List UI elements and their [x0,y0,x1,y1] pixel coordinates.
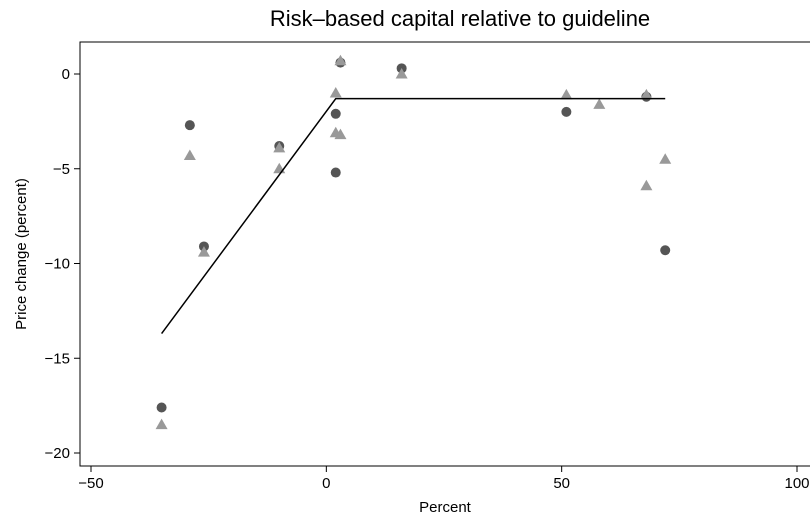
data-point-triangle [659,153,672,164]
y-tick-label: −15 [45,350,70,367]
data-point-triangle [334,54,347,66]
y-tick-label: −10 [45,256,70,273]
data-point-circle [660,245,671,256]
data-point-circle [561,106,572,117]
data-point-triangle [273,141,286,153]
data-point-triangle [395,68,408,79]
fit-line [160,97,666,335]
x-tick-label: 0 [322,475,330,492]
x-tick-label: 50 [553,475,570,492]
plot-frame [79,41,810,467]
data-point-circle [330,108,341,119]
chart-title: Risk–based capital relative to guideline [269,6,651,31]
data-point-triangle [155,418,168,430]
x-axis-label: Percent [419,499,472,516]
data-point-triangle [183,149,196,160]
data-point-circle [156,402,167,413]
data-point-triangle [334,128,347,140]
x-tick-label: −50 [78,475,103,492]
x-tick-label: 100 [784,475,809,492]
data-point-triangle [197,246,210,257]
y-tick-label: −5 [53,161,70,178]
data-point-circle [184,120,195,131]
y-tick-label: −20 [45,445,70,462]
data-point-triangle [329,86,342,98]
data-point-triangle [593,98,606,109]
y-tick-label: 0 [62,66,70,83]
data-point-triangle [640,179,653,191]
data-point-circle [330,167,341,178]
data-point-triangle [640,88,653,100]
y-axis-label: Price change (percent) [13,178,30,330]
data-point-triangle [560,88,573,100]
